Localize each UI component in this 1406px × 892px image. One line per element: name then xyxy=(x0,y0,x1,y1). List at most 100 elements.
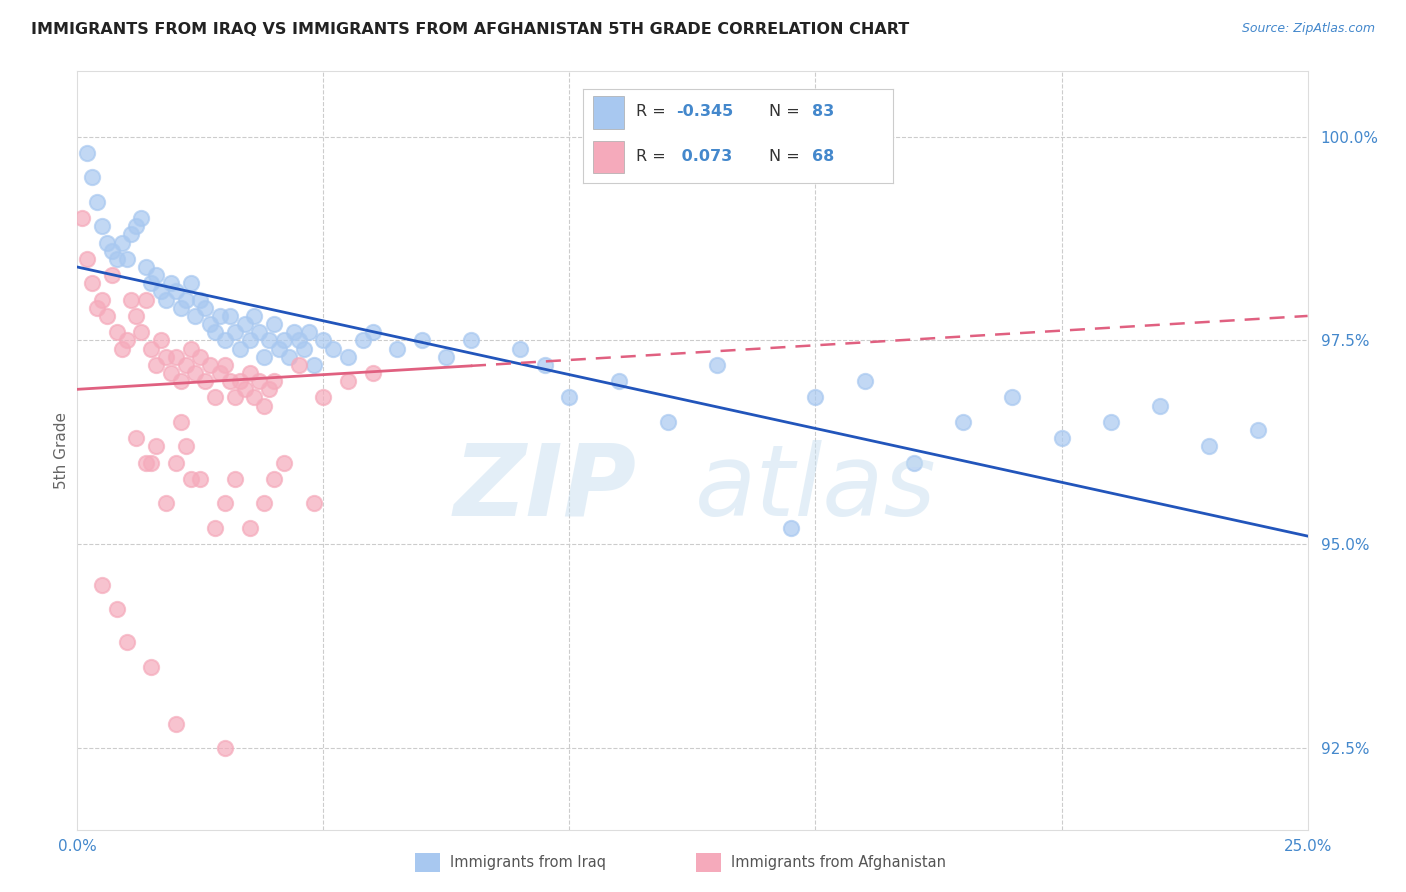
Text: ZIP: ZIP xyxy=(453,440,637,537)
Point xyxy=(101,268,124,282)
Point xyxy=(780,521,803,535)
Point xyxy=(239,521,262,535)
Point xyxy=(288,334,311,348)
Point xyxy=(105,252,128,266)
Point xyxy=(111,235,132,250)
Point xyxy=(243,309,266,323)
Point xyxy=(853,374,876,388)
Point xyxy=(76,145,98,160)
Point xyxy=(312,334,335,348)
Point xyxy=(165,350,187,364)
Point xyxy=(96,309,118,323)
Text: Immigrants from Iraq: Immigrants from Iraq xyxy=(450,855,606,870)
Point xyxy=(1099,415,1122,429)
Point xyxy=(121,227,143,242)
Point xyxy=(204,521,226,535)
Point xyxy=(292,342,315,356)
Point xyxy=(436,350,458,364)
Point xyxy=(302,496,325,510)
Point xyxy=(1001,391,1024,405)
Point xyxy=(115,635,138,649)
Point xyxy=(509,342,531,356)
Point xyxy=(239,366,262,380)
Point xyxy=(224,391,246,405)
Point xyxy=(337,374,360,388)
Text: -0.345: -0.345 xyxy=(676,104,734,120)
Point xyxy=(200,317,222,331)
Point xyxy=(125,309,148,323)
Point xyxy=(1198,439,1220,453)
Point xyxy=(155,350,177,364)
Point xyxy=(361,325,384,339)
Point xyxy=(125,431,148,445)
Point xyxy=(278,350,301,364)
Point xyxy=(460,334,482,348)
Point xyxy=(209,366,232,380)
Point xyxy=(337,350,360,364)
Point xyxy=(165,716,187,731)
Point xyxy=(804,391,827,405)
Point xyxy=(706,358,728,372)
Point xyxy=(135,456,157,470)
Point xyxy=(160,366,183,380)
Point xyxy=(298,325,321,339)
Point xyxy=(90,578,114,592)
Point xyxy=(141,342,163,356)
Point xyxy=(188,472,212,486)
Point xyxy=(534,358,557,372)
Point xyxy=(253,350,276,364)
Point xyxy=(1247,423,1270,437)
Point xyxy=(263,374,285,388)
Point xyxy=(188,293,212,307)
Point xyxy=(194,374,217,388)
Point xyxy=(115,252,138,266)
Point xyxy=(155,293,177,307)
Point xyxy=(302,358,325,372)
Point xyxy=(105,325,128,339)
Point xyxy=(90,293,114,307)
Point xyxy=(90,219,114,234)
Point xyxy=(361,366,384,380)
Point xyxy=(174,293,197,307)
Point xyxy=(1050,431,1073,445)
Text: 83: 83 xyxy=(813,104,835,120)
Point xyxy=(174,358,197,372)
Point xyxy=(219,309,242,323)
Point xyxy=(952,415,974,429)
Point xyxy=(180,342,202,356)
Point xyxy=(385,342,409,356)
Point xyxy=(214,334,236,348)
Text: Immigrants from Afghanistan: Immigrants from Afghanistan xyxy=(731,855,946,870)
Point xyxy=(239,334,262,348)
Point xyxy=(657,415,679,429)
Point xyxy=(135,260,157,274)
Bar xyxy=(593,95,624,128)
Point xyxy=(204,325,226,339)
Text: 0.073: 0.073 xyxy=(676,149,733,164)
Point xyxy=(273,334,295,348)
Bar xyxy=(593,141,624,173)
Point xyxy=(165,285,187,299)
Point xyxy=(174,439,197,453)
Point xyxy=(249,325,271,339)
Point xyxy=(903,456,925,470)
Point xyxy=(214,358,236,372)
Point xyxy=(228,342,252,356)
Point xyxy=(283,325,305,339)
Point xyxy=(249,374,271,388)
Point xyxy=(170,301,193,315)
Text: R =: R = xyxy=(636,149,671,164)
Point xyxy=(135,293,157,307)
Point xyxy=(253,399,276,413)
Point xyxy=(180,472,202,486)
Point xyxy=(188,350,212,364)
Point xyxy=(219,374,242,388)
Point xyxy=(170,415,193,429)
Point xyxy=(194,301,217,315)
Point xyxy=(607,374,630,388)
Point xyxy=(233,382,256,396)
Point xyxy=(101,244,124,258)
Point xyxy=(82,277,104,291)
Point xyxy=(86,194,108,209)
Point xyxy=(82,170,104,185)
